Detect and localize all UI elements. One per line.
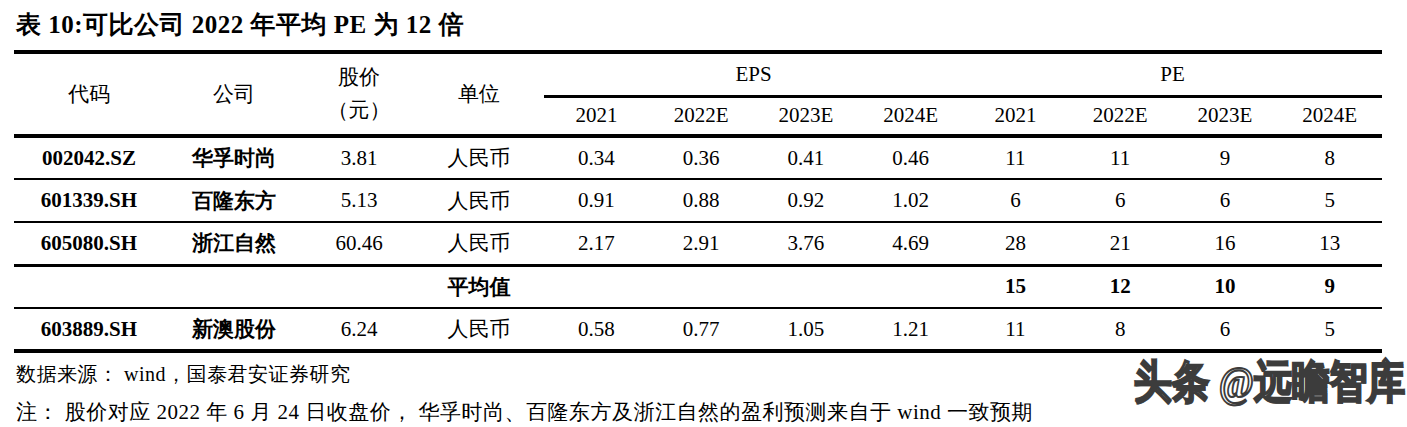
header-group-row: 代码 公司 股价 （元） 单位 EPS PE [14, 54, 1382, 96]
eps-2022e: 0.77 [649, 308, 754, 351]
eps-2024e: 4.69 [858, 222, 963, 265]
eps-2021: 0.34 [544, 136, 649, 179]
pe-2024e: 8 [1277, 136, 1382, 179]
table-title: 表 10:可比公司 2022 年平均 PE 为 12 倍 [14, 6, 1382, 54]
pe-2023e: 9 [1173, 136, 1278, 179]
company-name: 华孚时尚 [164, 136, 304, 179]
table-row-bailong: 601339.SH 百隆东方 5.13 人民币 0.91 0.88 0.92 1… [14, 179, 1382, 222]
eps-2021: 0.91 [544, 179, 649, 222]
price-header-line2: （元） [304, 94, 414, 127]
pe-2024e: 13 [1277, 222, 1382, 265]
currency-unit: 人民币 [414, 222, 544, 265]
group-header-pe: PE [963, 54, 1382, 96]
col-header-price: 股价 （元） [304, 54, 414, 136]
pe-2024e: 5 [1277, 308, 1382, 351]
pe-year-2022e: 2022E [1068, 96, 1173, 136]
eps-2023e: 1.05 [754, 308, 859, 351]
eps-2022e: 2.91 [649, 222, 754, 265]
eps-2024e: 0.46 [858, 136, 963, 179]
empty-cell [858, 265, 963, 308]
eps-2023e: 0.41 [754, 136, 859, 179]
stock-code: 605080.SH [14, 222, 164, 265]
price-header-line1: 股价 [304, 61, 414, 94]
col-header-company: 公司 [164, 54, 304, 136]
eps-2023e: 3.76 [754, 222, 859, 265]
avg-pe-2024e: 9 [1277, 265, 1382, 308]
pe-2021: 6 [963, 179, 1068, 222]
eps-2021: 2.17 [544, 222, 649, 265]
pe-2024e: 5 [1277, 179, 1382, 222]
pe-2022e: 21 [1068, 222, 1173, 265]
empty-cell [754, 265, 859, 308]
company-name: 浙江自然 [164, 222, 304, 265]
pe-2021: 11 [963, 308, 1068, 351]
avg-pe-2022e: 12 [1068, 265, 1173, 308]
currency-unit: 人民币 [414, 308, 544, 351]
eps-2024e: 1.02 [858, 179, 963, 222]
currency-unit: 人民币 [414, 179, 544, 222]
avg-pe-2023e: 10 [1173, 265, 1278, 308]
pe-2022e: 6 [1068, 179, 1173, 222]
eps-2022e: 0.36 [649, 136, 754, 179]
comparable-companies-table: 代码 公司 股价 （元） 单位 EPS PE 2021 2022E 2023E … [14, 54, 1382, 353]
average-label: 平均值 [414, 265, 544, 308]
col-header-unit: 单位 [414, 54, 544, 136]
empty-cell [304, 265, 414, 308]
stock-price: 3.81 [304, 136, 414, 179]
eps-2024e: 1.21 [858, 308, 963, 351]
eps-year-2022e: 2022E [649, 96, 754, 136]
stock-code: 603889.SH [14, 308, 164, 351]
eps-2021: 0.58 [544, 308, 649, 351]
table-row-xinao: 603889.SH 新澳股份 6.24 人民币 0.58 0.77 1.05 1… [14, 308, 1382, 351]
eps-2023e: 0.92 [754, 179, 859, 222]
table-row-huafu: 002042.SZ 华孚时尚 3.81 人民币 0.34 0.36 0.41 0… [14, 136, 1382, 179]
table-row-average: 平均值 15 12 10 9 [14, 265, 1382, 308]
company-name: 百隆东方 [164, 179, 304, 222]
pe-2021: 28 [963, 222, 1068, 265]
pe-2023e: 6 [1173, 179, 1278, 222]
pe-year-2024e: 2024E [1277, 96, 1382, 136]
empty-cell [14, 265, 164, 308]
pe-year-2023e: 2023E [1173, 96, 1278, 136]
company-name: 新澳股份 [164, 308, 304, 351]
eps-year-2024e: 2024E [858, 96, 963, 136]
pe-2023e: 16 [1173, 222, 1278, 265]
eps-year-2021: 2021 [544, 96, 649, 136]
pe-2022e: 11 [1068, 136, 1173, 179]
report-table-page: 表 10:可比公司 2022 年平均 PE 为 12 倍 代码 公司 股价 （元… [0, 0, 1407, 427]
empty-cell [544, 265, 649, 308]
stock-code: 601339.SH [14, 179, 164, 222]
table-row-zhejiang: 605080.SH 浙江自然 60.46 人民币 2.17 2.91 3.76 … [14, 222, 1382, 265]
stock-price: 60.46 [304, 222, 414, 265]
watermark-toutiao-yuanzhan: 头条 @远瞻智库 [1134, 352, 1405, 412]
pe-2022e: 8 [1068, 308, 1173, 351]
pe-year-2021: 2021 [963, 96, 1068, 136]
stock-code: 002042.SZ [14, 136, 164, 179]
currency-unit: 人民币 [414, 136, 544, 179]
eps-year-2023e: 2023E [754, 96, 859, 136]
empty-cell [649, 265, 754, 308]
col-header-code: 代码 [14, 54, 164, 136]
pe-2021: 11 [963, 136, 1068, 179]
stock-price: 6.24 [304, 308, 414, 351]
avg-pe-2021: 15 [963, 265, 1068, 308]
pe-2023e: 6 [1173, 308, 1278, 351]
group-header-eps: EPS [544, 54, 963, 96]
empty-cell [164, 265, 304, 308]
eps-2022e: 0.88 [649, 179, 754, 222]
stock-price: 5.13 [304, 179, 414, 222]
